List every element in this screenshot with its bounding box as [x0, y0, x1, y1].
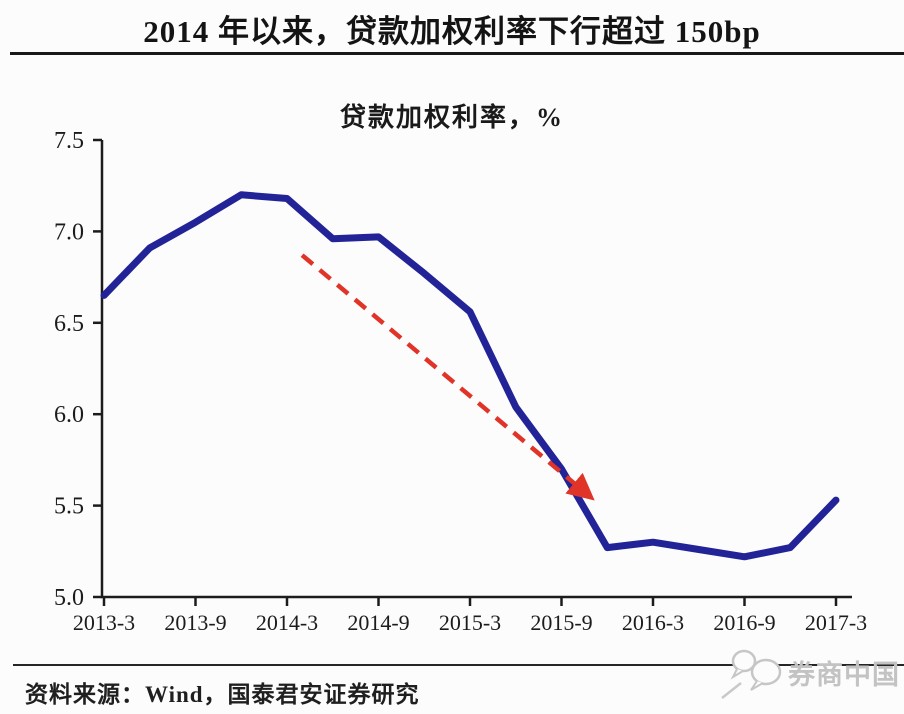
footer-divider [13, 664, 904, 666]
x-tick-label: 2016-3 [622, 610, 684, 635]
line-chart: 5.0 5.5 6.0 6.5 7.0 7.5 2013-3 2013-9 2014-3 2014… [54, 130, 867, 635]
y-tick-label: 6.0 [54, 402, 84, 428]
x-tick-label: 2015-3 [439, 610, 501, 635]
chart-title: 贷款加权利率，% [339, 103, 564, 132]
title-divider [10, 52, 904, 55]
rate-line-series [100, 191, 840, 561]
y-tick-label: 5.5 [54, 494, 84, 520]
y-tick-label: 6.5 [54, 311, 84, 337]
x-tick-label: 2014-3 [256, 610, 318, 635]
source-note: 资料来源：Wind，国泰君安证券研究 [25, 682, 420, 707]
y-tick-label: 5.0 [54, 585, 84, 611]
x-tick-label: 2017-3 [805, 610, 867, 635]
x-tick-label: 2016-9 [713, 610, 775, 635]
trend-arrow-annotation [300, 253, 595, 501]
speech-bubbles-icon [721, 649, 782, 699]
x-tick-label: 2015-9 [530, 610, 592, 635]
y-tick-label: 7.0 [54, 219, 84, 245]
x-tick-label: 2013-9 [164, 610, 226, 635]
x-tick-label: 2014-9 [347, 610, 409, 635]
page-title: 2014 年以来，贷款加权利率下行超过 150bp [143, 14, 761, 49]
watermark-logo: 券商中国 [721, 648, 900, 702]
x-tick-label: 2013-3 [73, 610, 135, 635]
y-tick-label: 7.5 [54, 130, 84, 154]
watermark-text: 券商中国 [788, 659, 900, 690]
